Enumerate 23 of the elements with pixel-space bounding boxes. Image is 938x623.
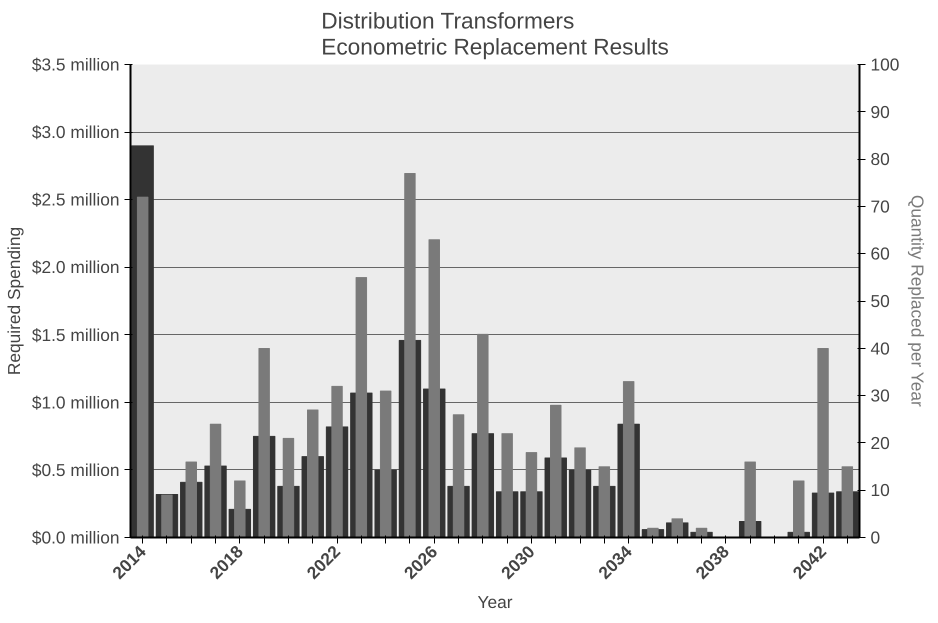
y2-tick-label: 20	[870, 432, 890, 453]
y2-tick-label: 80	[870, 149, 890, 170]
x-axis-title: Year	[477, 592, 513, 612]
y2-tick-label: 50	[870, 291, 890, 311]
y2-tick-label: 60	[870, 244, 890, 264]
y-tick-label: $3.5 million	[32, 54, 120, 74]
y-tick-label: $2.0 million	[32, 257, 120, 278]
y-tick-label: $1.0 million	[32, 392, 120, 412]
y2-tick-label: 40	[870, 338, 890, 358]
y2-tick-label: 90	[870, 102, 890, 122]
y-tick-label: $3.0 million	[32, 122, 120, 142]
y-tick-label: $0.5 million	[32, 460, 120, 480]
chart-title: Distribution Transformers Econometric Replacement Results	[321, 8, 669, 60]
y-axis-title: Required Spending	[4, 226, 24, 376]
y-tick-label: $1.5 million	[32, 324, 120, 345]
y2-axis-title: Quantity Replaced per Year	[907, 194, 928, 408]
y2-tick-label: 0	[870, 528, 880, 548]
y2-tick-label: 10	[870, 480, 890, 500]
y2-tick-label: 100	[870, 54, 900, 74]
y-tick-label: $0.0 million	[32, 528, 120, 548]
y2-tick-label: 70	[870, 196, 890, 216]
y-tick-label: $2.5 million	[32, 190, 120, 210]
y2-tick-label: 30	[870, 386, 890, 406]
